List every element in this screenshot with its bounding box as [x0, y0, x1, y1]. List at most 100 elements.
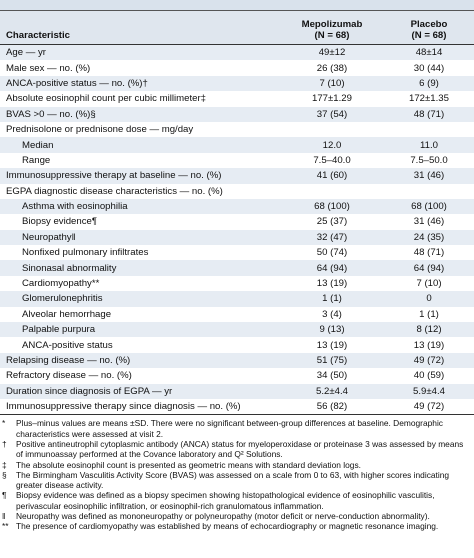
- table-body: Age — yr 49±12 48±14 Male sex — no. (%) 26 (…: [0, 44, 474, 416]
- cell-value: 48±14: [384, 44, 474, 61]
- table-row: Prednisolone or prednisone dose — mg/day: [0, 122, 474, 137]
- cell-value: 1 (1): [280, 291, 384, 307]
- table-row: ANCA-positive status 13 (19) 13 (19): [0, 337, 474, 352]
- column-name: Characteristic: [6, 30, 70, 41]
- table-row: Immunosuppressive therapy at baseline — …: [0, 168, 474, 184]
- footnote-text: Plus–minus values are means ±SD. There w…: [16, 418, 443, 439]
- title-band: [0, 0, 474, 11]
- footnote-symbol: ‖: [2, 511, 6, 522]
- cell-value: 50 (74): [316, 247, 348, 259]
- table-row: Cardiomyopathy** 13 (19) 7 (10): [0, 276, 474, 291]
- row-label: Immunosuppressive therapy since diagnosi…: [0, 398, 280, 416]
- cell-value: 49±12: [280, 44, 384, 61]
- footnote-text: The presence of cardiomyopathy was estab…: [16, 521, 439, 532]
- cell-value: 5.2±4.4: [280, 383, 384, 399]
- cell-empty: [280, 122, 384, 137]
- table-row: ANCA-positive status — no. (%)† 7 (10) 6 (…: [0, 75, 474, 92]
- row-label: EGPA diagnostic disease characteristics …: [6, 185, 223, 197]
- cell-value: 5.9±4.4: [384, 383, 474, 399]
- cell-value: 9 (13): [280, 322, 384, 338]
- footnote-symbol: ¶: [2, 490, 7, 501]
- footnote: ** The presence of cardiomyopathy was est…: [0, 521, 474, 531]
- cell-value: 177±1.29: [312, 93, 352, 105]
- footnote: ‖ Neuropathy was defined as mononeuropath…: [0, 511, 474, 521]
- table-row: EGPA diagnostic disease characteristics …: [0, 184, 474, 199]
- cell-value: 7 (10): [280, 75, 384, 92]
- row-label: Palpable purpura: [0, 322, 280, 338]
- cell-value: 68 (100): [280, 198, 384, 215]
- cell-value: 13 (19): [413, 339, 445, 351]
- cell-value: 30 (44): [413, 62, 445, 74]
- row-label: Age — yr: [0, 44, 280, 61]
- cell-value: 37 (54): [280, 106, 384, 122]
- cell-value: 172±1.35: [409, 93, 449, 105]
- table-row: Sinonasal abnormality 64 (94) 64 (94): [0, 260, 474, 276]
- row-label: Immunosuppressive therapy at baseline — …: [0, 168, 280, 184]
- cell-value: 34 (50): [316, 370, 348, 382]
- row-label: Nonfixed pulmonary infiltrates: [22, 247, 149, 259]
- table-row: Neuropathy‖ 32 (47) 24 (35): [0, 229, 474, 246]
- footnote-text: Biopsy evidence was defined as a biopsy …: [16, 490, 435, 511]
- row-label: Refractory disease — no. (%): [6, 370, 132, 382]
- footnote-symbol: **: [2, 521, 9, 532]
- table-row: Age — yr 49±12 48±14: [0, 44, 474, 61]
- header-row: Characteristic Mepolizumab (N = 68) Placebo…: [0, 11, 474, 45]
- cell-value: 1 (1): [419, 308, 439, 320]
- row-label: Prednisolone or prednisone dose — mg/day: [6, 124, 194, 136]
- cell-value: 13 (19): [316, 278, 348, 290]
- footnote: † Positive antineutrophil cytoplasmic ant…: [0, 439, 474, 460]
- footnote: ¶ Biopsy evidence was defined as a biopsy…: [0, 490, 474, 511]
- column-n: (N = 68): [314, 30, 350, 41]
- cell-value: 31 (46): [413, 216, 445, 228]
- table-row: Range 7.5–40.0 7.5–50.0: [0, 153, 474, 168]
- footnote-symbol: *: [2, 418, 6, 429]
- cell-empty: [384, 184, 474, 199]
- row-label: Sinonasal abnormality: [0, 260, 280, 276]
- cell-value: 41 (60): [280, 168, 384, 184]
- table-row: Median 12.0 11.0: [0, 137, 474, 153]
- row-label: Range: [22, 154, 51, 166]
- column-header: Mepolizumab (N = 68): [280, 11, 384, 45]
- cell-empty: [280, 184, 384, 199]
- cell-value: 11.0: [384, 137, 474, 153]
- cell-value: 48 (71): [413, 247, 445, 259]
- footnotes: * Plus–minus values are means ±SD. There …: [0, 418, 474, 531]
- row-label: Cardiomyopathy**: [22, 278, 100, 290]
- column-header: Characteristic: [0, 11, 280, 45]
- cell-value: 56 (82): [280, 398, 384, 416]
- footnote-symbol: §: [2, 469, 7, 480]
- column-name: Placebo: [410, 19, 448, 30]
- column-header: Placebo (N = 68): [384, 11, 474, 45]
- cell-value: 64 (94): [384, 260, 474, 276]
- row-label: ANCA-positive status — no. (%)†: [0, 75, 280, 92]
- table-row: Nonfixed pulmonary infiltrates 50 (74) 48 …: [0, 245, 474, 260]
- cell-value: 64 (94): [280, 260, 384, 276]
- table-row: Duration since diagnosis of EGPA — yr 5.2…: [0, 383, 474, 399]
- baseline-table: Characteristic Mepolizumab (N = 68) Placebo…: [0, 11, 474, 416]
- cell-value: 7.5–50.0: [410, 154, 448, 166]
- row-label: Duration since diagnosis of EGPA — yr: [0, 383, 280, 399]
- cell-value: 49 (72): [384, 398, 474, 416]
- table-row: Male sex — no. (%) 26 (38) 30 (44): [0, 60, 474, 75]
- row-label: Neuropathy‖: [0, 229, 280, 246]
- cell-value: 6 (9): [384, 75, 474, 92]
- footnote: § The Birmingham Vasculitis Activity Scor…: [0, 470, 474, 491]
- table-row: BVAS >0 — no. (%)§ 37 (54) 48 (71): [0, 106, 474, 122]
- cell-value: 31 (46): [384, 168, 474, 184]
- row-label: Male sex — no. (%): [6, 62, 91, 74]
- row-label: Relapsing disease — no. (%): [0, 352, 280, 369]
- footnote: ‡ The absolute eosinophil count is presen…: [0, 460, 474, 470]
- cell-value: 24 (35): [384, 229, 474, 246]
- row-label: BVAS >0 — no. (%)§: [0, 106, 280, 122]
- cell-value: 68 (100): [384, 198, 474, 215]
- footnote-symbol: †: [2, 438, 7, 449]
- row-label: Asthma with eosinophilia: [0, 198, 280, 215]
- footnote-text: Neuropathy was defined as mononeuropathy…: [16, 511, 430, 522]
- table-row: Absolute eosinophil count per cubic mill…: [0, 91, 474, 106]
- row-label: Glomerulonephritis: [0, 291, 280, 307]
- table-row: Biopsy evidence¶ 25 (37) 31 (46): [0, 214, 474, 229]
- table-row: Immunosuppressive therapy since diagnosi…: [0, 398, 474, 416]
- footnote-text: Positive antineutrophil cytoplasmic anti…: [16, 438, 464, 460]
- column-n: (N = 68): [411, 30, 447, 41]
- cell-value: 26 (38): [316, 62, 348, 74]
